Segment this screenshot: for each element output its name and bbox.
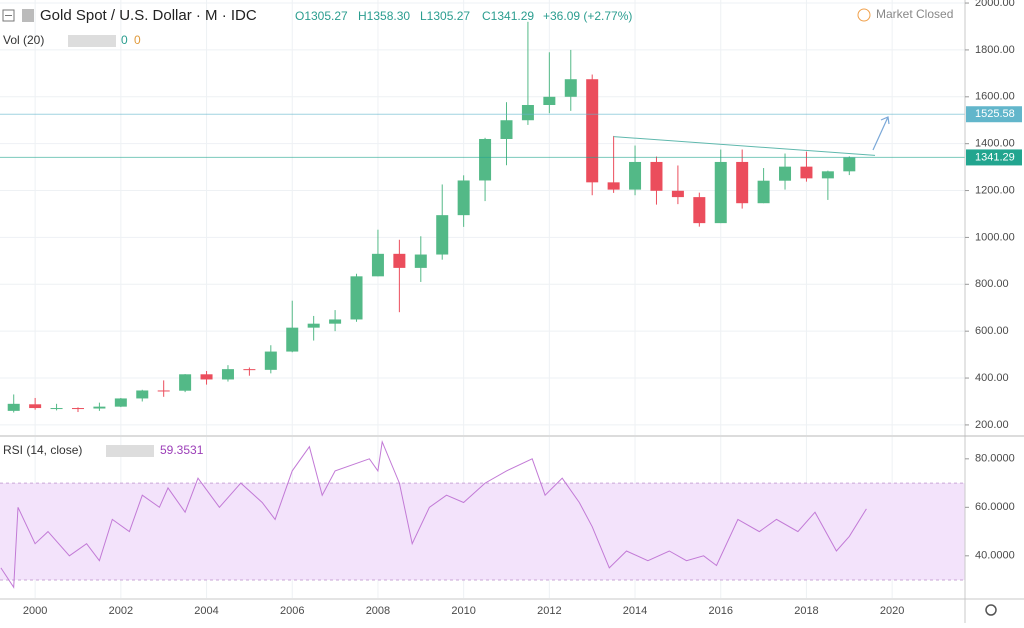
candle-body xyxy=(629,161,642,190)
candle-body xyxy=(757,180,770,204)
collapse-icon[interactable] xyxy=(2,9,15,22)
y-tick-label: 1800.00 xyxy=(975,44,1015,56)
candle-body xyxy=(286,327,299,352)
candle-body xyxy=(7,403,20,411)
x-tick-label: 2008 xyxy=(366,605,390,617)
candle-body xyxy=(564,79,577,97)
candle-body xyxy=(843,157,856,172)
candle-body xyxy=(221,369,234,380)
x-tick-label: 2020 xyxy=(880,605,904,617)
trend-line xyxy=(613,136,876,156)
x-tick-label: 2000 xyxy=(23,605,47,617)
x-tick-label: 2010 xyxy=(451,605,475,617)
candle-body xyxy=(307,323,320,328)
ohlc-high: H1358.30 xyxy=(358,9,410,23)
candle-body xyxy=(521,105,534,121)
x-tick-label: 2006 xyxy=(280,605,304,617)
level-label-bg xyxy=(966,149,1022,166)
candle-body xyxy=(157,390,170,392)
y-tick-label: 40.0000 xyxy=(975,550,1015,562)
ohlc-close: C1341.29 xyxy=(482,9,534,23)
projection-arrow xyxy=(872,116,890,151)
candle-body xyxy=(29,404,42,409)
candle-body xyxy=(714,161,727,224)
candle-body xyxy=(200,374,213,380)
y-tick-label: 800.00 xyxy=(975,278,1009,290)
status-icon xyxy=(857,8,871,22)
rsi-title: RSI (14, close) xyxy=(3,443,82,457)
level-label: 1525.58 xyxy=(975,108,1015,120)
plot-area xyxy=(0,0,965,598)
volume-value: 0 xyxy=(121,33,128,47)
x-tick-label: 2004 xyxy=(194,605,218,617)
y-tick-label: 1000.00 xyxy=(975,231,1015,243)
candle-body xyxy=(50,408,63,410)
candle-body xyxy=(779,166,792,181)
y-tick-label: 1600.00 xyxy=(975,91,1015,103)
rsi-last-value: 59.3531 xyxy=(160,443,204,457)
indicator-buttons[interactable] xyxy=(106,445,154,457)
candle-body xyxy=(71,408,84,410)
x-tick-label: 2016 xyxy=(709,605,733,617)
candle-body xyxy=(543,96,556,105)
candle-body xyxy=(350,276,363,320)
candle-body xyxy=(693,197,706,224)
y-tick-label: 1200.00 xyxy=(975,184,1015,196)
level-label-bg xyxy=(966,106,1022,123)
y-tick-label: 1400.00 xyxy=(975,138,1015,150)
ohlc-change: +36.09 (+2.77%) xyxy=(543,9,632,23)
volume-label: Vol (20) xyxy=(3,33,44,47)
symbol-icon xyxy=(22,9,34,22)
candle-body xyxy=(414,254,427,268)
candle-body xyxy=(243,369,256,371)
candle-body xyxy=(479,138,492,181)
candle-body xyxy=(821,171,834,179)
x-tick-label: 2002 xyxy=(109,605,133,617)
candle-body xyxy=(329,319,342,324)
candle-body xyxy=(436,215,449,255)
ohlc-open: O1305.27 xyxy=(295,9,348,23)
ohlc-low: L1305.27 xyxy=(420,9,470,23)
y-tick-label: 400.00 xyxy=(975,372,1009,384)
settings-icon[interactable] xyxy=(985,604,997,616)
y-tick-label: 2000.00 xyxy=(975,0,1015,9)
level-label: 1341.29 xyxy=(975,151,1015,163)
x-tick-label: 2018 xyxy=(794,605,818,617)
candle-body xyxy=(500,120,513,139)
volume-value: 0 xyxy=(134,33,141,47)
candle-body xyxy=(800,166,813,179)
candle-body xyxy=(371,253,384,277)
rsi-line xyxy=(0,439,867,589)
candle-body xyxy=(393,253,406,268)
candle-body xyxy=(93,406,106,409)
candle-body xyxy=(607,182,620,190)
candle-body xyxy=(457,180,470,216)
y-tick-label: 60.0000 xyxy=(975,501,1015,513)
symbol-title[interactable]: Gold Spot / U.S. Dollar · M · IDC xyxy=(40,7,257,24)
candle-body xyxy=(264,351,277,370)
candle-body xyxy=(671,190,684,198)
y-tick-label: 600.00 xyxy=(975,325,1009,337)
x-tick-label: 2012 xyxy=(537,605,561,617)
candle-body xyxy=(586,79,599,183)
candle-body xyxy=(736,161,749,204)
market-status: Market Closed xyxy=(876,7,953,21)
candle-body xyxy=(136,390,149,399)
candle-body xyxy=(179,374,192,391)
y-tick-label: 80.0000 xyxy=(975,453,1015,465)
candle-body xyxy=(650,161,663,191)
y-tick-label: 200.00 xyxy=(975,419,1009,431)
x-tick-label: 2014 xyxy=(623,605,647,617)
candle-body xyxy=(114,398,127,407)
indicator-buttons[interactable] xyxy=(68,35,116,47)
rsi-band xyxy=(0,483,965,581)
